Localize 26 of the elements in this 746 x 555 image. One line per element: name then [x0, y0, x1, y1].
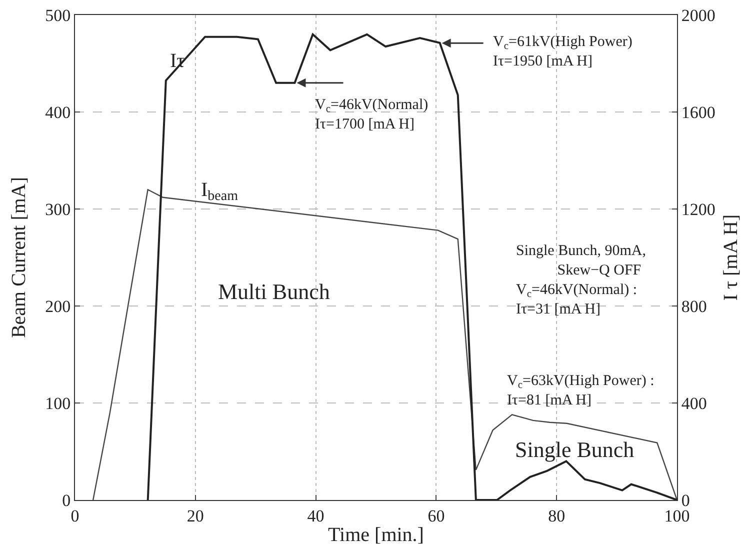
y-tick-label: 500	[45, 6, 71, 25]
y2-tick-label: 800	[681, 296, 707, 316]
y2-tick-label: 2000	[681, 6, 716, 25]
x-tick-label: 40	[307, 506, 324, 526]
y-tick-label: 0	[62, 490, 71, 510]
y2-tick-label: 1200	[681, 200, 716, 219]
annotation: V$_{c}$=61kV(High Power) Iτ=1950 [mA H]	[493, 34, 632, 70]
y2-tick-label: 1600	[681, 102, 716, 122]
x-tick-label: 20	[186, 506, 204, 526]
x-tick-label: 60	[428, 506, 445, 526]
line-series	[146, 33, 677, 500]
y-tick-label: 300	[45, 200, 71, 219]
y-tick-label: 100	[45, 394, 71, 413]
annotation: Single Bunch	[515, 437, 634, 462]
text: Single Bunch, 90mA, Skew−Q OFF V$_{c}$=46kV(Normal) : Iτ=31 [mA H]	[516, 243, 646, 318]
x-tick-label: 80	[548, 506, 566, 526]
annotation: V$_{c}$=46kV(Normal) Iτ=1700 [mA H]	[315, 97, 428, 132]
series-label: I$_{beam}$	[201, 179, 238, 204]
y2-tick-label: 400	[681, 394, 707, 413]
x-axis-title: Time [min.]	[328, 524, 424, 546]
y2-axis-title: I τ [mA H]	[720, 214, 742, 301]
y-tick-label: 200	[45, 296, 71, 316]
y-axis-title: Beam Current [mA]	[8, 176, 30, 338]
annotation: Multi Bunch	[218, 279, 330, 304]
annotation: V$_{c}$=63kV(High Power) : Iτ=81 [mA H]	[507, 373, 654, 408]
y-tick-label: 400	[45, 102, 71, 122]
